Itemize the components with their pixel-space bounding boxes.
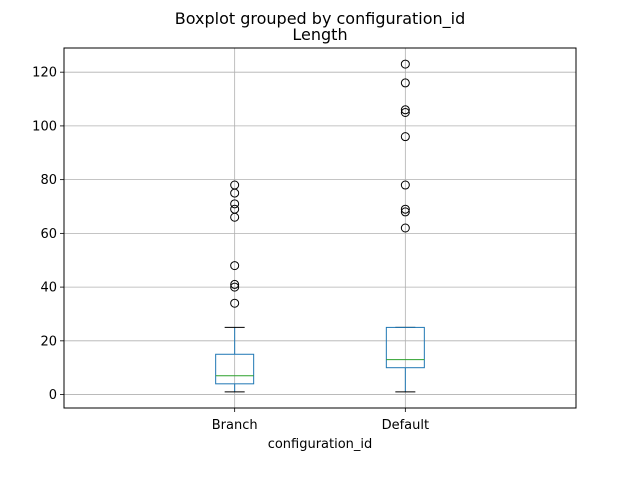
plot-frame	[63, 47, 577, 409]
x-tick-label: Branch	[212, 418, 258, 433]
iqr-box	[215, 353, 255, 385]
y-tick-label: 100	[32, 119, 57, 134]
chart-subtitle: Length	[292, 25, 347, 44]
outlier-point	[400, 78, 410, 88]
outlier-point	[400, 132, 410, 142]
outlier-point	[230, 204, 240, 214]
outlier-point	[230, 261, 240, 271]
y-tick-label: 120	[32, 66, 57, 81]
iqr-box	[385, 326, 425, 369]
outlier-point	[230, 298, 240, 308]
y-tick-label: 80	[40, 173, 57, 188]
outlier-point	[230, 282, 240, 292]
outlier-point	[400, 105, 410, 115]
outlier-point	[230, 279, 240, 289]
outlier-point	[400, 59, 410, 69]
outlier-point	[400, 107, 410, 117]
outlier-point	[230, 199, 240, 209]
outlier-point	[400, 204, 410, 214]
x-tick-label: Default	[382, 418, 430, 433]
x-axis-label: configuration_id	[268, 437, 373, 452]
outlier-point	[400, 223, 410, 233]
outlier-point	[230, 180, 240, 190]
box-layer	[215, 59, 425, 393]
outlier-point	[400, 180, 410, 190]
y-tick-label: 60	[40, 227, 57, 242]
tick-layer: 0 20 40 60 80 100 120 Branch Default	[32, 66, 429, 433]
y-tick-label: 40	[40, 281, 57, 296]
y-tick-label: 0	[49, 388, 57, 403]
chart-title: Boxplot grouped by configuration_id	[175, 9, 466, 29]
grid-layer	[64, 48, 576, 408]
box-branch	[215, 180, 255, 393]
outlier-point	[400, 207, 410, 217]
box-default	[385, 59, 425, 393]
y-tick-label: 20	[40, 334, 57, 349]
